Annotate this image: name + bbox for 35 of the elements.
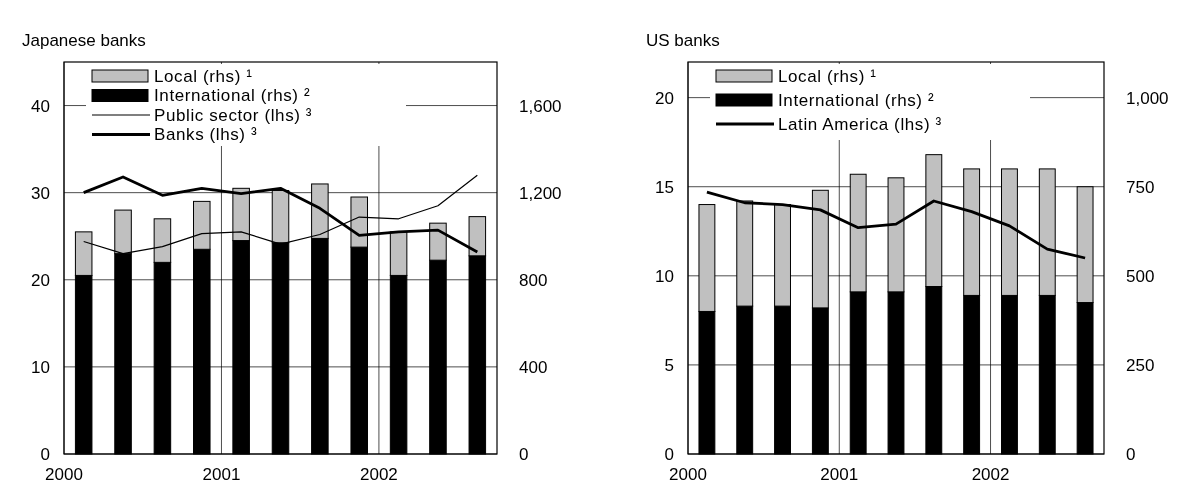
y-tick-label: 0 [664,444,674,464]
y2-tick-label: 500 [1126,266,1155,286]
legend-label: Local (rhs) ¹ [154,66,253,86]
legend-label: Latin America (lhs) ³ [778,114,942,134]
y-tick-label: 0 [40,444,50,464]
y-tick-label: 10 [655,266,674,286]
x-tick-label: 2001 [820,465,859,484]
y2-tick-label: 750 [1126,177,1155,197]
y2-tick-label: 1,600 [519,96,562,116]
chart-title: Japanese banks [22,31,146,50]
x-tick-label: 2002 [971,465,1010,484]
x-tick-label: 2000 [669,465,707,484]
y-tick-label: 30 [31,183,50,203]
y2-tick-label: 0 [1126,444,1136,464]
legend-label: International (rhs) ² [154,86,311,106]
legend-label: Public sector (lhs) ³ [154,105,313,125]
chart-title: US banks [646,31,720,50]
legend-label: Banks (lhs) ³ [154,125,258,145]
y-tick-label: 15 [655,177,674,197]
legend-label: Local (rhs) ¹ [778,66,877,86]
y-tick-label: 10 [31,357,50,377]
y-tick-label: 20 [31,270,50,290]
y2-tick-label: 400 [519,357,548,377]
y2-tick-label: 800 [519,270,548,290]
y2-tick-label: 1,000 [1126,88,1169,108]
y-tick-label: 20 [655,88,674,108]
x-tick-label: 2000 [45,465,83,484]
legend-label: International (rhs) ² [778,90,935,110]
y2-tick-label: 0 [519,444,529,464]
x-tick-label: 2002 [360,465,398,484]
x-tick-label: 2001 [202,465,241,484]
y-tick-label: 40 [31,96,50,116]
y2-tick-label: 1,200 [519,183,562,203]
y-tick-label: 5 [664,355,674,375]
y2-tick-label: 250 [1126,355,1155,375]
